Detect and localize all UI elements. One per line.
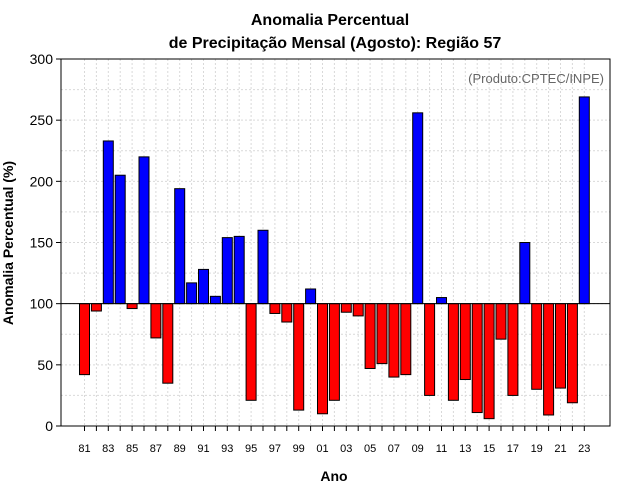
bar-1991 [198,268,209,305]
x-tick-label: 99 [293,443,305,455]
x-tick-label: 07 [388,443,400,455]
y-tick-label: 300 [30,51,54,67]
x-tick-label: 91 [197,443,209,455]
bar-2001 [317,303,328,415]
bar-2009 [412,112,424,305]
x-tick-label: 21 [554,443,566,455]
bar-1982 [90,303,102,312]
bar-2006 [376,303,388,365]
x-tick-label: 85 [126,443,138,455]
x-tick-label: 81 [78,443,90,455]
bar-1990 [186,282,198,305]
x-tick-label: 01 [316,443,328,455]
bar-1983 [102,140,114,305]
bar-1986 [138,156,150,305]
x-tick-label: 95 [245,443,257,455]
bar-1987 [150,303,162,339]
bar-2004 [352,303,364,317]
bar-2012 [447,303,459,401]
x-tick-label: 09 [412,443,424,455]
bar-2021 [555,303,566,389]
source-annotation: (Produto:CPTEC/INPE) [468,71,604,86]
chart-title-line-1: Anomalia Percentual [251,12,409,29]
x-tick-label: 03 [340,443,352,455]
bar-2008 [400,303,412,376]
x-tick-label: 13 [459,443,471,455]
bar-1992 [209,295,221,305]
bar-2016 [495,303,507,340]
x-tick-label: 93 [221,443,233,455]
y-tick-label: 0 [45,418,53,434]
bar-2011 [436,297,447,305]
x-tick-label: 19 [531,443,543,455]
bar-1997 [269,303,281,314]
x-tick-label: 89 [174,443,186,455]
bar-1985 [126,303,138,310]
bar-1998 [281,303,293,323]
bar-2002 [328,303,340,401]
x-tick-label: 87 [150,443,162,455]
bar-1993 [221,237,233,305]
bar-1996 [257,229,269,305]
bar-2022 [566,303,578,404]
y-axis-title: Anomalia Percentual (%) [0,161,16,325]
y-tick-label: 100 [30,296,54,312]
x-tick-label: 83 [102,443,114,455]
bar-2019 [531,303,543,390]
bar-2000 [305,288,317,305]
y-axis: 0 50 100 150 200 250 300 [30,51,61,434]
bar-2020 [543,303,555,416]
chart-title-line-2: de Precipitação Mensal (Agosto): Região … [169,35,502,52]
y-tick-label: 200 [30,173,54,189]
x-tick-label: 23 [578,443,590,455]
x-tick-label: 05 [364,443,376,455]
bar-2015 [483,303,495,420]
bar-2013 [459,303,471,381]
y-tick-label: 250 [30,112,54,128]
x-axis: 81 83 85 87 89 91 93 95 97 99 01 03 05 07 09 11 13 15 17 19… [78,426,590,455]
bar-1981 [79,303,90,376]
bar-2003 [340,303,352,313]
x-tick-label: 97 [269,443,281,455]
bar-2023 [578,96,590,305]
bar-1995 [245,303,257,401]
bar-2007 [388,303,400,378]
bar-2014 [471,303,483,414]
bar-2017 [507,303,519,396]
bar-1984 [114,174,126,305]
bars [79,96,590,420]
bar-1994 [233,235,245,305]
bar-2018 [519,242,531,305]
y-tick-label: 150 [30,235,54,251]
y-tick-label: 50 [37,357,53,373]
x-tick-label: 17 [507,443,519,455]
x-tick-label: 15 [483,443,495,455]
bar-1999 [293,303,305,411]
bar-1988 [162,303,174,384]
x-axis-title: Ano [320,468,347,484]
bar-2010 [424,303,436,396]
bar-2005 [364,303,376,370]
x-tick-label: 11 [436,443,447,455]
bar-1989 [174,188,186,305]
